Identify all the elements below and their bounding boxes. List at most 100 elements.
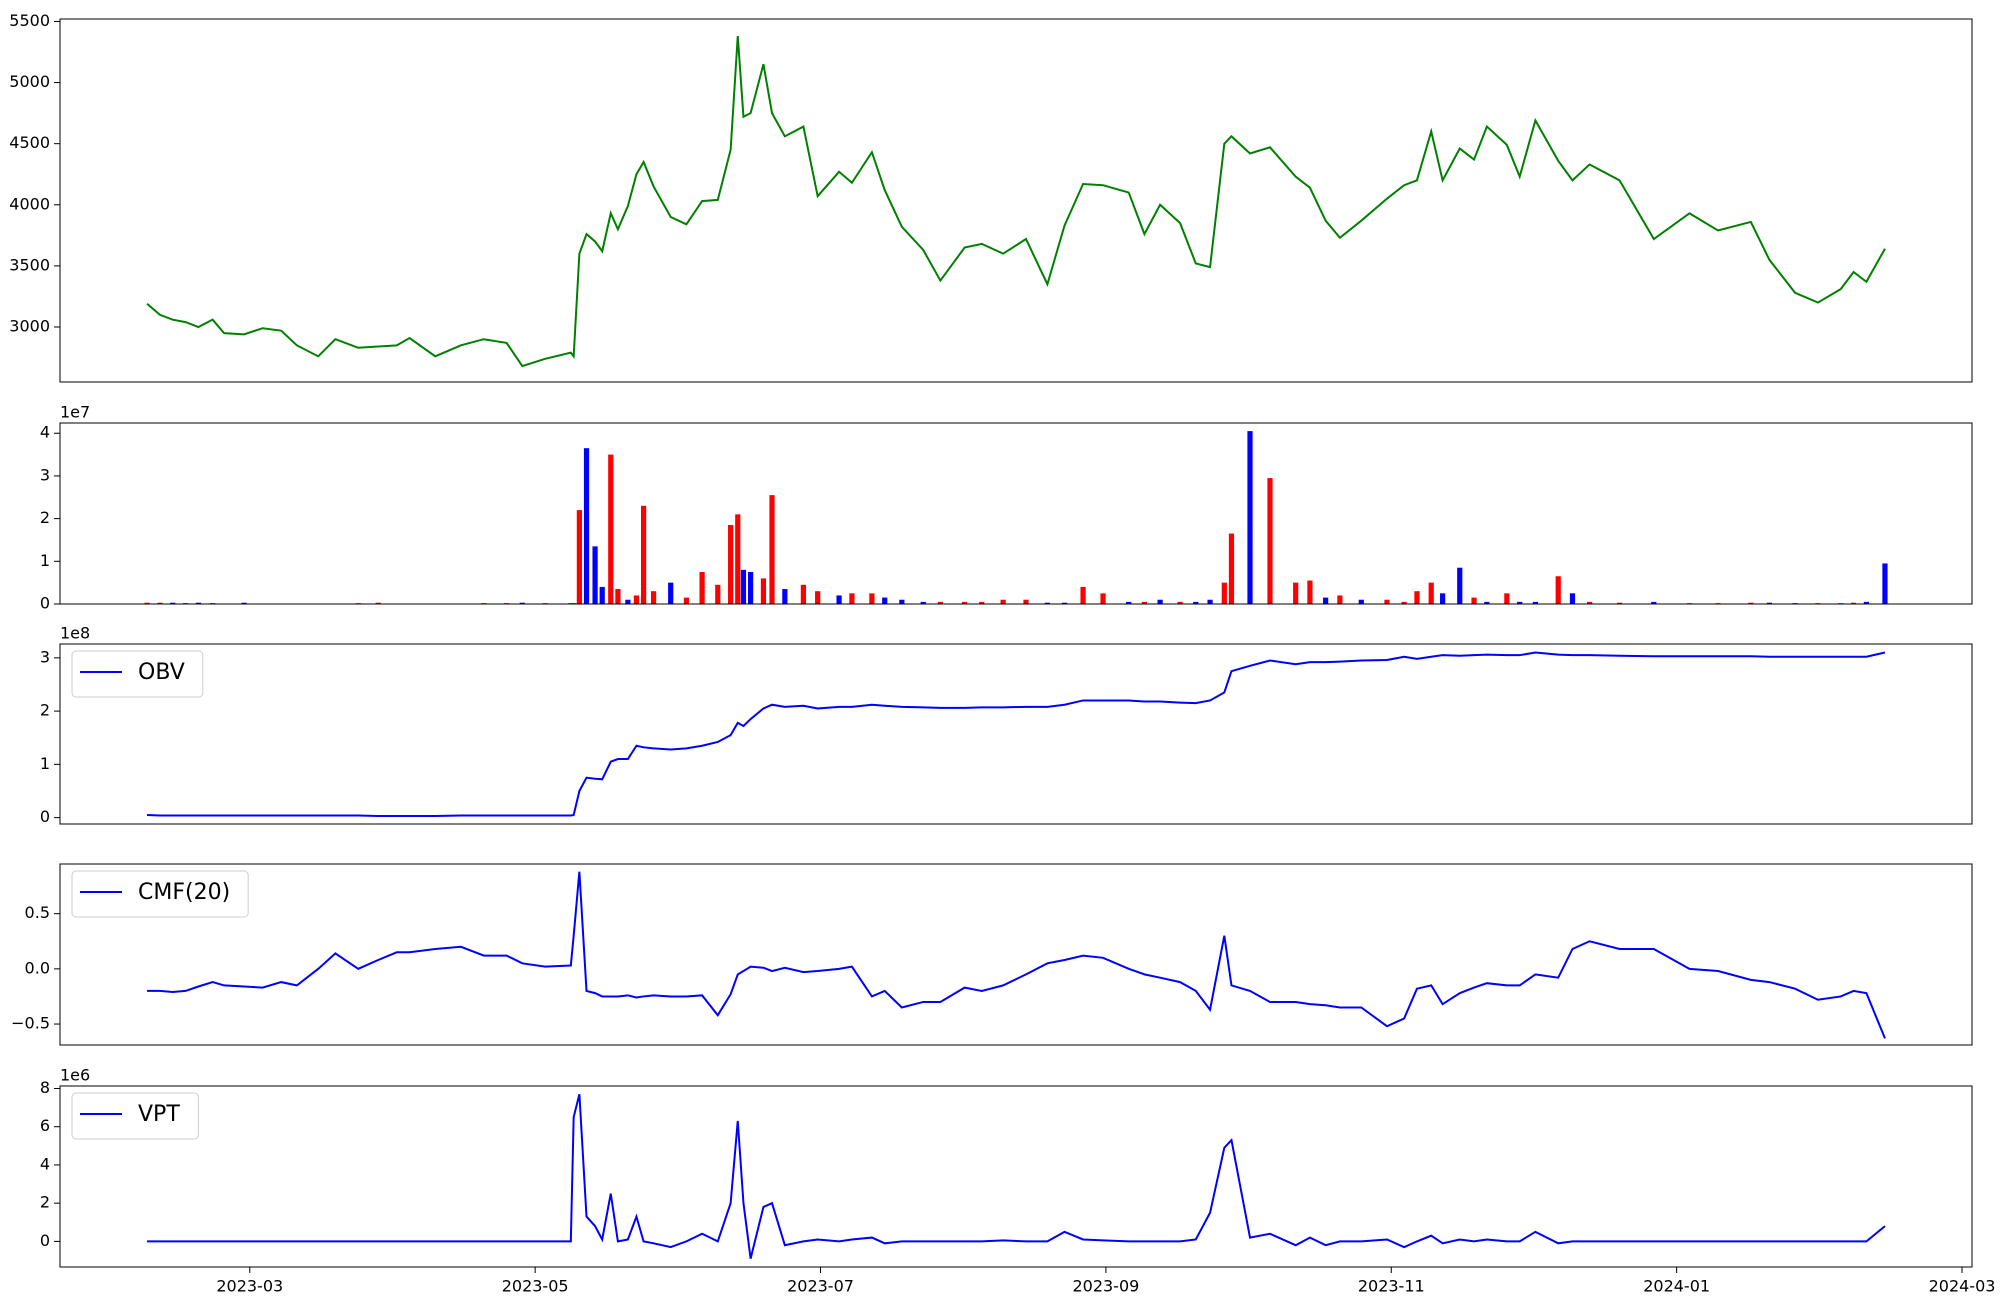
panel: 0 1 2 3 4 1e7 (40, 403, 1973, 613)
line-series (147, 1093, 1886, 1259)
line-series (146, 651, 1886, 818)
bar (241, 602, 247, 604)
axis-offset-label: 1e8 (60, 624, 90, 643)
bar (1484, 601, 1490, 604)
x-tick-label: 2023-09 (1072, 1277, 1139, 1296)
bar (195, 602, 202, 604)
bar (1080, 586, 1086, 604)
bar (650, 591, 657, 604)
bar (1651, 601, 1657, 604)
bar (1157, 599, 1163, 604)
bar (1555, 576, 1561, 604)
bar (735, 514, 741, 604)
x-tick-label: 2023-03 (216, 1277, 283, 1296)
bar (1616, 602, 1623, 604)
y-tick-label: 3 (40, 465, 50, 484)
bar (1384, 599, 1390, 604)
y-tick-label: −0.5 (11, 1014, 50, 1033)
bar (1023, 599, 1029, 604)
bar (615, 589, 621, 604)
bar (1207, 599, 1213, 604)
y-tick-label: 3 (40, 647, 50, 666)
bar (1428, 582, 1434, 604)
x-tick-label: 2024-01 (1643, 1277, 1710, 1296)
plot-frame (59, 18, 1973, 383)
y-tick-label: 6 (40, 1116, 50, 1135)
bar (1100, 593, 1106, 604)
bar (715, 584, 721, 604)
x-tick-label: 2023-05 (502, 1277, 569, 1296)
x-tick-label: 2023-07 (787, 1277, 854, 1296)
y-tick-label: 0.5 (25, 903, 50, 922)
bar (699, 571, 705, 604)
y-tick-label: 5000 (9, 72, 50, 91)
y-tick-label: 1 (40, 754, 50, 773)
y-tick-label: 0 (40, 1231, 50, 1250)
x-tick-label: 2023-11 (1358, 1277, 1425, 1296)
bar (1193, 601, 1199, 604)
bar (633, 595, 640, 604)
plot-frame (59, 643, 1973, 825)
bar (608, 454, 614, 604)
legend: VPT (71, 1092, 199, 1140)
y-tick-label: 1 (40, 551, 50, 570)
plot-frame (59, 422, 1973, 605)
bar (1337, 595, 1343, 604)
bar (1358, 599, 1364, 604)
bar (937, 601, 943, 604)
bar (1766, 602, 1772, 604)
bar (1177, 601, 1183, 604)
legend-label: VPT (138, 1102, 180, 1127)
bar (144, 602, 150, 604)
bar (576, 510, 582, 604)
bar (815, 591, 821, 604)
legend: CMF(20) (71, 870, 249, 918)
legend-box (71, 650, 204, 698)
bar (882, 597, 888, 604)
bar (962, 601, 968, 604)
bar (920, 601, 926, 604)
bar (668, 582, 674, 604)
y-tick-label: 3000 (9, 317, 50, 336)
bar (519, 602, 525, 604)
line-series (146, 36, 1886, 368)
bar (800, 584, 806, 604)
bar (836, 595, 842, 604)
bar (1044, 602, 1050, 604)
line-series (147, 871, 1886, 1039)
legend-label: OBV (138, 660, 185, 685)
bar (849, 593, 855, 604)
y-tick-label: 2 (40, 508, 50, 527)
bar (1401, 601, 1407, 604)
bar (583, 448, 590, 604)
bar (748, 571, 754, 604)
bar (899, 599, 905, 604)
y-tick-label: 5500 (9, 11, 50, 30)
bar (1307, 580, 1313, 604)
y-tick-label: 0.0 (25, 958, 50, 977)
bar (599, 586, 605, 604)
axis-offset-label: 1e6 (60, 1066, 90, 1085)
legend-label: CMF(20) (138, 880, 230, 905)
bar (782, 589, 788, 604)
bar (1323, 597, 1329, 604)
bar (1126, 601, 1132, 604)
bar (625, 599, 631, 604)
y-tick-label: 3500 (9, 255, 50, 274)
bar (592, 546, 598, 604)
bar (728, 525, 734, 604)
y-tick-label: 4 (40, 423, 50, 442)
bar (375, 602, 381, 604)
bar (1293, 582, 1299, 604)
plot-frame (59, 1085, 1973, 1268)
bar (1504, 593, 1510, 604)
bar (1850, 602, 1857, 604)
y-tick-label: 2 (40, 701, 50, 720)
y-tick-label: 0 (40, 807, 50, 826)
bar (769, 495, 775, 604)
bar (1247, 431, 1253, 604)
y-tick-label: 4000 (9, 194, 50, 213)
bar (170, 602, 176, 604)
bar (1587, 601, 1593, 604)
